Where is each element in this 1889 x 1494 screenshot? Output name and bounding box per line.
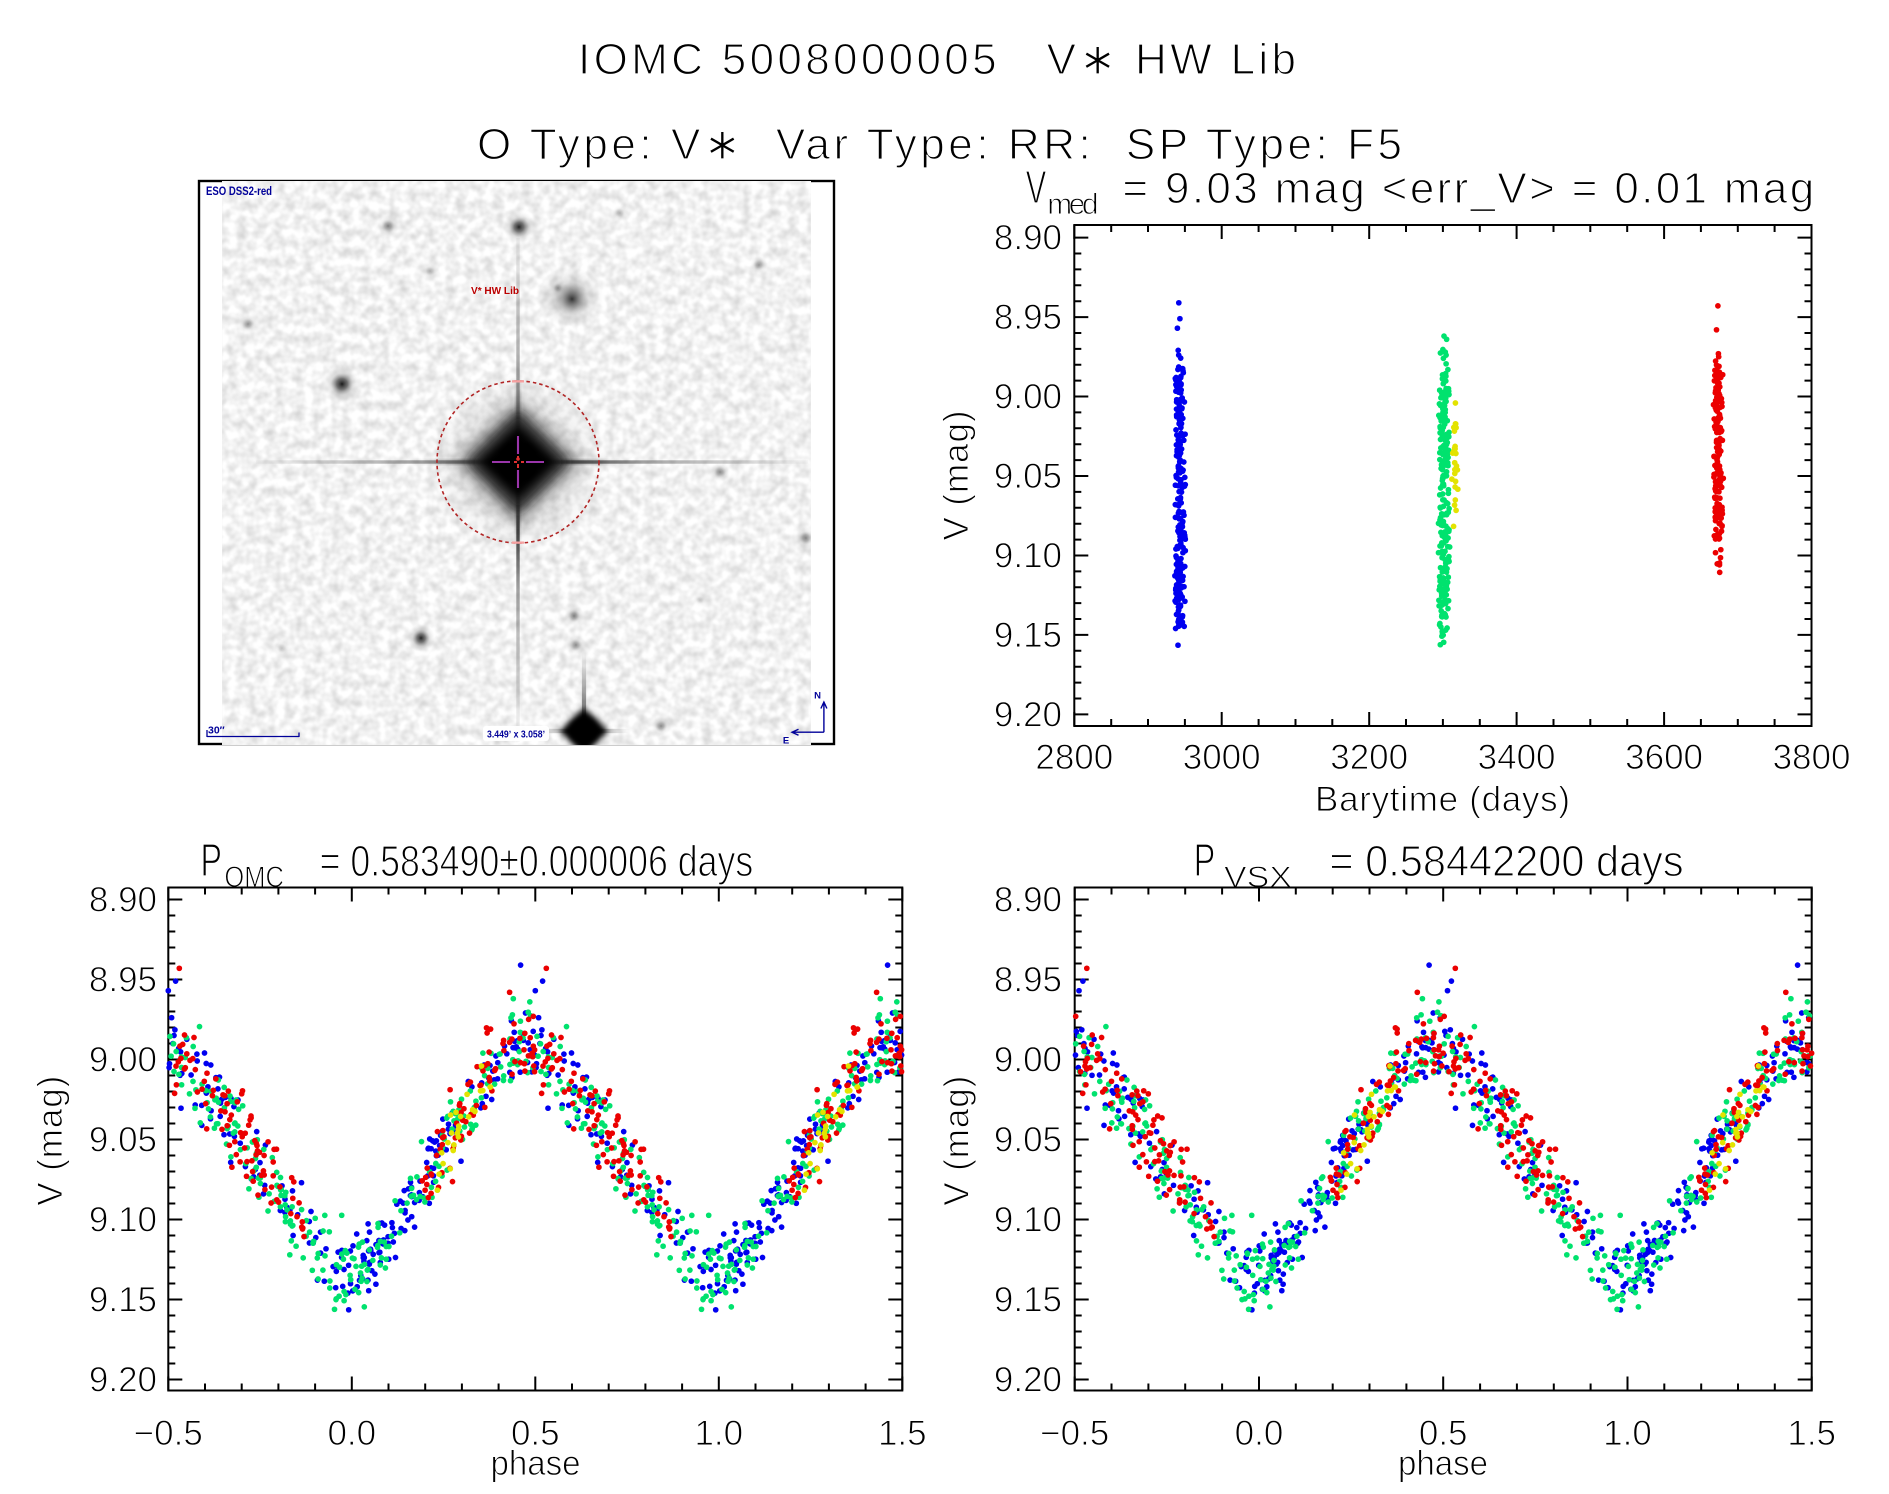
svg-text:9.00: 9.00 (89, 1041, 157, 1080)
svg-text:Barytime (days): Barytime (days) (1315, 780, 1570, 819)
svg-text:30″: 30″ (208, 725, 225, 737)
svg-text:9.05: 9.05 (994, 457, 1062, 496)
svg-text:V (mag): V (mag) (31, 1076, 70, 1206)
svg-text:8.95: 8.95 (89, 961, 157, 1000)
svg-text:9.15: 9.15 (994, 1281, 1062, 1320)
svg-text:phase: phase (491, 1444, 581, 1483)
svg-text:9.15: 9.15 (89, 1281, 157, 1320)
svg-text:1.0: 1.0 (1603, 1414, 1652, 1453)
svg-text:P: P (201, 834, 223, 886)
svg-text:1.0: 1.0 (694, 1414, 743, 1453)
svg-text:VSX: VSX (1224, 861, 1292, 894)
svg-text:V: V (1026, 161, 1047, 213)
svg-text:0.5: 0.5 (1419, 1414, 1468, 1453)
svg-text:3200: 3200 (1330, 738, 1408, 777)
svg-text:= 0.583490±0.000006 days: = 0.583490±0.000006 days (320, 837, 754, 886)
svg-text:V* HW Lib: V* HW Lib (471, 285, 519, 297)
svg-text:8.90: 8.90 (994, 219, 1062, 258)
svg-text:9.05: 9.05 (994, 1121, 1062, 1160)
svg-text:9.00: 9.00 (994, 378, 1062, 417)
svg-text:−0.5: −0.5 (134, 1414, 203, 1453)
svg-text:3600: 3600 (1625, 738, 1703, 777)
svg-text:OMC: OMC (224, 861, 284, 894)
svg-text:med: med (1047, 188, 1098, 221)
svg-text:3800: 3800 (1773, 738, 1851, 777)
svg-text:9.10: 9.10 (994, 1201, 1062, 1240)
svg-text:ESO DSS2-red: ESO DSS2-red (206, 186, 272, 198)
svg-text:8.95: 8.95 (994, 961, 1062, 1000)
svg-text:1.5: 1.5 (1787, 1414, 1836, 1453)
svg-text:9.20: 9.20 (994, 1361, 1062, 1400)
svg-text:9.05: 9.05 (89, 1121, 157, 1160)
svg-text:0.5: 0.5 (511, 1414, 560, 1453)
svg-text:V (mag): V (mag) (938, 1076, 977, 1206)
svg-text:9.10: 9.10 (994, 537, 1062, 576)
svg-text:9.15: 9.15 (994, 616, 1062, 655)
svg-text:E: E (783, 736, 789, 747)
svg-text:9.10: 9.10 (89, 1201, 157, 1240)
svg-text:2800: 2800 (1035, 738, 1113, 777)
svg-text:N: N (814, 691, 821, 702)
svg-text:3400: 3400 (1478, 738, 1556, 777)
svg-text:O Type: V∗ Var Type: RR: SP: O Type: V∗ Var Type: RR: SP Type: F5 (477, 120, 1402, 169)
svg-text:−0.5: −0.5 (1040, 1414, 1109, 1453)
svg-text:8.90: 8.90 (89, 881, 157, 920)
svg-text:9.20: 9.20 (89, 1361, 157, 1400)
svg-text:0.0: 0.0 (327, 1414, 376, 1453)
svg-text:0.0: 0.0 (1235, 1414, 1284, 1453)
svg-text:phase: phase (1398, 1444, 1488, 1483)
svg-text:1.5: 1.5 (878, 1414, 927, 1453)
svg-text:8.90: 8.90 (994, 881, 1062, 920)
svg-text:9.20: 9.20 (994, 695, 1062, 734)
svg-text:8.95: 8.95 (994, 298, 1062, 337)
svg-text:V (mag): V (mag) (937, 411, 976, 541)
svg-text:9.00: 9.00 (994, 1041, 1062, 1080)
svg-text:= 0.58442200 days: = 0.58442200 days (1329, 837, 1683, 886)
svg-text:P: P (1194, 834, 1216, 886)
svg-text:3.449ʼ x 3.058ʼ: 3.449ʼ x 3.058ʼ (487, 729, 545, 741)
svg-text:3000: 3000 (1183, 738, 1261, 777)
svg-text:IOMC 5008000005 V∗ HW Lib: IOMC 5008000005 V∗ HW Lib (578, 35, 1296, 84)
